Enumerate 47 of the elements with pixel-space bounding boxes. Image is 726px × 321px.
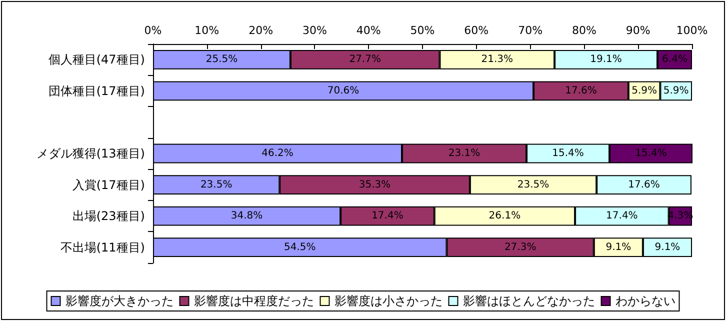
data-label: 5.9% bbox=[632, 85, 657, 96]
y-tick-label: 個人種目(47種目) bbox=[48, 52, 145, 67]
data-label: 19.1% bbox=[590, 54, 622, 66]
data-label: 17.6% bbox=[565, 85, 597, 96]
y-tick-label: 不出場(11種目) bbox=[60, 240, 145, 254]
x-tick-label: 80% bbox=[572, 24, 596, 37]
data-label: 17.6% bbox=[628, 179, 660, 190]
data-label: 27.7% bbox=[349, 54, 381, 66]
data-label: 34.8% bbox=[230, 210, 263, 222]
data-label: 35.3% bbox=[358, 179, 391, 190]
legend-label: 影響度は小さかった bbox=[334, 294, 442, 308]
data-label: 25.5% bbox=[206, 54, 238, 66]
data-label: 54.5% bbox=[284, 242, 316, 253]
x-tick-label: 30% bbox=[302, 24, 327, 37]
legend-label: 影響はほとんどなかった bbox=[462, 294, 595, 308]
x-tick-label: 10% bbox=[194, 24, 220, 37]
data-label: 5.9% bbox=[663, 85, 689, 96]
data-label: 15.4% bbox=[552, 148, 584, 159]
data-label: 27.3% bbox=[504, 242, 536, 253]
x-tick-label: 90% bbox=[626, 24, 650, 37]
data-label: 9.1% bbox=[606, 242, 632, 253]
data-label: 9.1% bbox=[654, 242, 680, 253]
y-tick-label: 入賞(17種目) bbox=[72, 178, 145, 192]
data-label: 15.4% bbox=[635, 148, 667, 159]
data-label: 26.1% bbox=[488, 210, 521, 222]
data-label: 6.4% bbox=[662, 54, 688, 66]
x-tick-label: 50% bbox=[410, 24, 435, 37]
x-tick-label: 70% bbox=[518, 24, 543, 37]
y-tick-label: 団体種目(17種目) bbox=[48, 84, 145, 98]
x-tick-label: 100% bbox=[676, 24, 708, 37]
y-tick-label: 出場(23種目) bbox=[72, 209, 145, 224]
data-label: 23.5% bbox=[200, 179, 232, 190]
data-label: 21.3% bbox=[481, 54, 514, 66]
legend-label: 影響度は中程度だった bbox=[194, 294, 314, 308]
x-tick-label: 60% bbox=[464, 24, 489, 37]
data-label: 23.1% bbox=[448, 148, 480, 159]
legend-label: わからない bbox=[615, 294, 676, 308]
legend-label: 影響度が大きかった bbox=[65, 294, 174, 308]
data-label: 23.5% bbox=[517, 179, 550, 190]
data-label: 70.6% bbox=[327, 85, 360, 96]
data-label: 46.2% bbox=[262, 148, 294, 159]
x-tick-label: 20% bbox=[248, 24, 274, 37]
data-label: 17.4% bbox=[606, 210, 638, 222]
x-tick-label: 0% bbox=[144, 24, 162, 37]
y-tick-label: メダル獲得(13種目) bbox=[36, 146, 145, 160]
data-label: 17.4% bbox=[372, 210, 404, 222]
x-tick-label: 40% bbox=[356, 24, 381, 37]
